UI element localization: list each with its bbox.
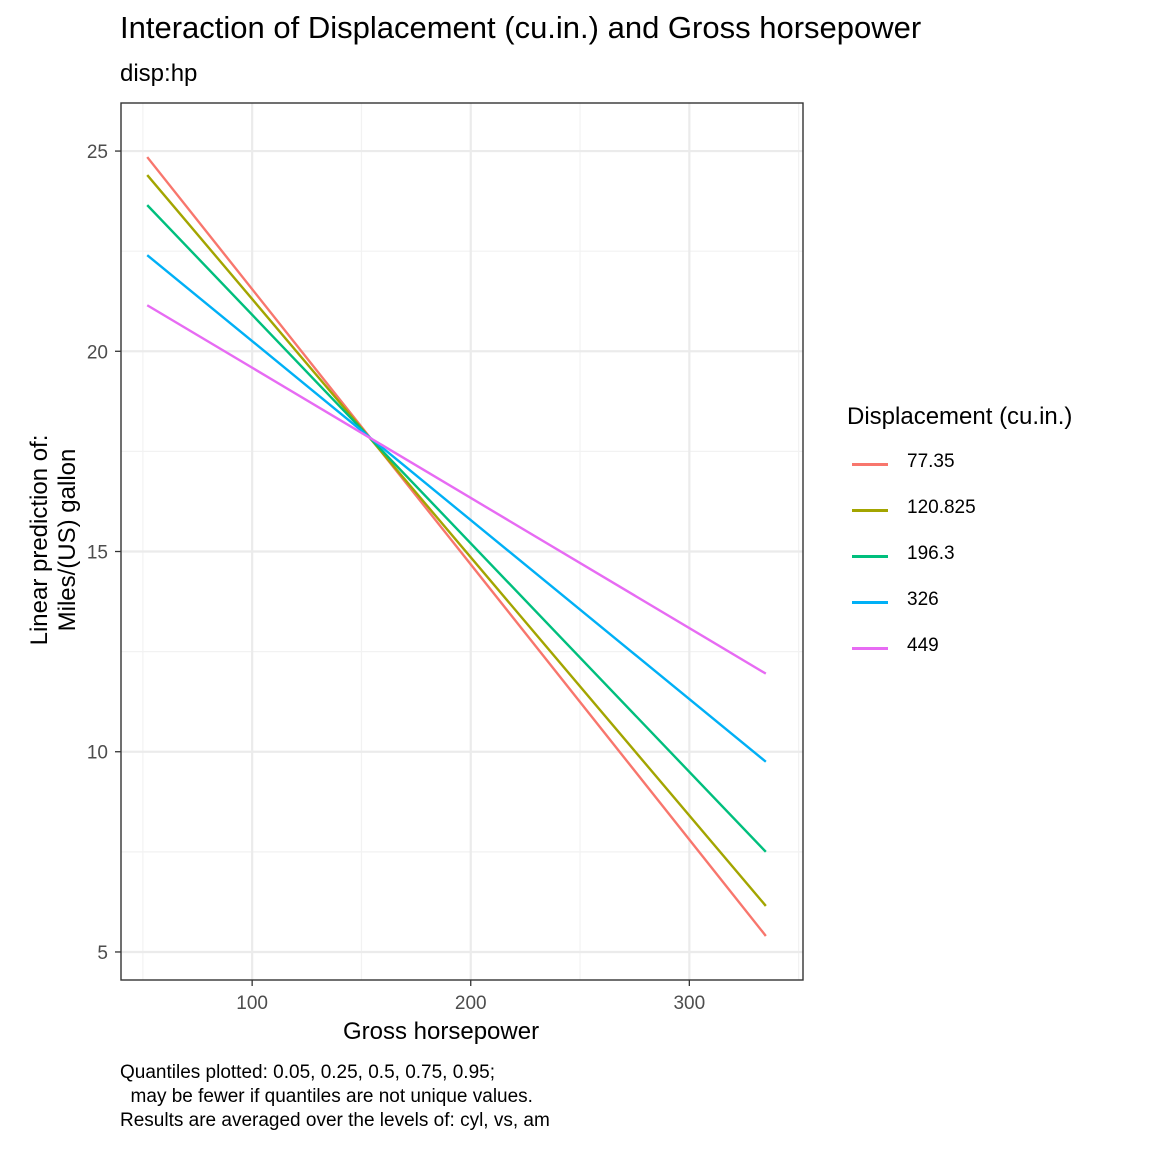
legend-item: 326 <box>847 585 1072 631</box>
legend-item: 449 <box>847 631 1072 677</box>
y-tick-label: 20 <box>87 342 108 363</box>
y-tick-label: 25 <box>87 142 108 163</box>
legend-swatch <box>852 647 888 650</box>
y-tick-label: 5 <box>97 943 108 964</box>
plot-border <box>120 102 804 981</box>
y-tick-label: 10 <box>87 743 108 764</box>
series-line <box>146 204 767 853</box>
legend-swatch <box>852 555 888 558</box>
legend-swatch <box>852 509 888 512</box>
legend-label: 449 <box>907 635 939 656</box>
legend-item: 77.35 <box>847 447 1072 493</box>
chart-title: Interaction of Displacement (cu.in.) and… <box>120 10 922 45</box>
plot-panel <box>121 103 803 980</box>
legend: Displacement (cu.in.) 77.35 120.825 196.… <box>847 403 1072 677</box>
series-line <box>146 254 767 763</box>
y-tick-label: 15 <box>87 543 108 564</box>
x-tick-label: 300 <box>673 993 705 1014</box>
series-line <box>146 156 767 937</box>
series-line <box>146 174 767 907</box>
chart-subtitle: disp:hp <box>120 60 198 87</box>
legend-label: 196.3 <box>907 543 955 564</box>
legend-label: 77.35 <box>907 451 955 472</box>
x-tick-label: 100 <box>236 993 268 1014</box>
legend-item: 196.3 <box>847 539 1072 585</box>
x-axis-label: Gross horsepower <box>343 1018 540 1045</box>
y-axis-label-line-1: Linear prediction of: <box>26 434 53 646</box>
legend-swatch <box>852 463 888 466</box>
x-tick-label: 200 <box>455 993 487 1014</box>
legend-swatch <box>852 601 888 604</box>
series-line <box>146 304 767 675</box>
legend-label: 120.825 <box>907 497 976 518</box>
legend-title: Displacement (cu.in.) <box>847 403 1073 430</box>
legend-label: 326 <box>907 589 939 610</box>
y-axis-label-line-2: Miles/(US) gallon <box>54 448 81 632</box>
chart-caption: Quantiles plotted: 0.05, 0.25, 0.5, 0.75… <box>120 1062 550 1131</box>
legend-item: 120.825 <box>847 493 1072 539</box>
